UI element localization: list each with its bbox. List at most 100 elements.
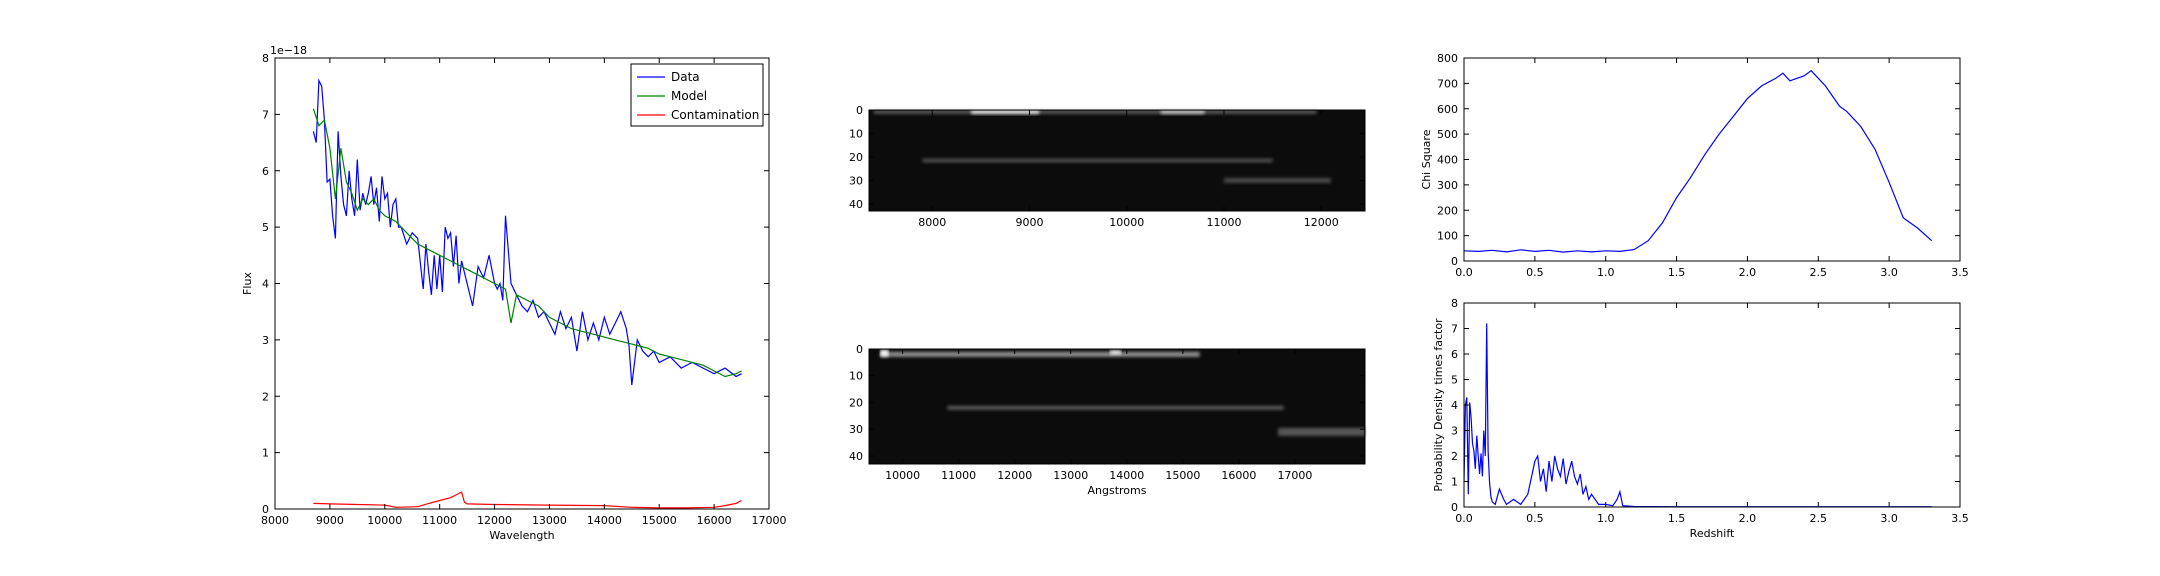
y-tick-label: 300 bbox=[1437, 179, 1458, 192]
y-tick-label: 7 bbox=[1451, 323, 1458, 336]
y-tick-label: 100 bbox=[1437, 230, 1458, 243]
spectral-trace bbox=[971, 109, 1040, 114]
y-tick-label: 0 bbox=[856, 343, 863, 356]
x-tick-label: 0.5 bbox=[1526, 266, 1544, 279]
x-tick-label: 10000 bbox=[1109, 216, 1144, 229]
y-tick-label: 30 bbox=[849, 423, 863, 436]
x-tick-label: 13000 bbox=[1053, 469, 1088, 482]
y-axis-label: Chi Square bbox=[1420, 129, 1433, 189]
x-axis-label: Angstroms bbox=[1088, 484, 1147, 497]
x-tick-label: 10000 bbox=[885, 469, 920, 482]
spectrum-2d-image-bottom: 10000 11000 12000 13000 14000 15000 16000 17000… bbox=[849, 343, 1366, 497]
legend-label: Model bbox=[671, 89, 707, 103]
x-tick-label: 1.5 bbox=[1668, 266, 1686, 279]
x-tick-label: 3.0 bbox=[1880, 512, 1898, 525]
y-tick-label: 6 bbox=[1451, 348, 1458, 361]
x-axis-label: Wavelength bbox=[489, 529, 554, 542]
spectral-trace bbox=[880, 349, 889, 357]
x-tick-label: 15000 bbox=[1165, 469, 1200, 482]
x-tick-label: 16000 bbox=[1221, 469, 1256, 482]
y-tick-label: 8 bbox=[262, 52, 269, 65]
y-tick-label: 1 bbox=[1451, 476, 1458, 489]
y-tick-label: 1 bbox=[262, 447, 269, 460]
x-tick-label: 2.5 bbox=[1810, 266, 1828, 279]
y-tick-label: 30 bbox=[849, 174, 863, 187]
spectral-trace bbox=[947, 405, 1284, 410]
y-tick-label: 40 bbox=[849, 450, 863, 463]
spectral-trace bbox=[922, 158, 1273, 163]
axes-frame bbox=[868, 348, 1366, 465]
x-tick-label: 9000 bbox=[1015, 216, 1043, 229]
spectral-trace bbox=[1223, 177, 1331, 183]
x-tick-label: 2.0 bbox=[1739, 266, 1757, 279]
x-tick-label: 2.5 bbox=[1810, 512, 1828, 525]
x-tick-label: 11000 bbox=[422, 514, 457, 527]
y-tick-label: 500 bbox=[1437, 128, 1458, 141]
x-tick-label: 12000 bbox=[997, 469, 1032, 482]
x-tick-label: 0.5 bbox=[1526, 512, 1544, 525]
y-tick-label: 8 bbox=[1451, 297, 1458, 310]
y-tick-label: 10 bbox=[849, 370, 863, 383]
axes-frame bbox=[1463, 302, 1961, 508]
x-axis-label: Redshift bbox=[1690, 527, 1735, 540]
y-tick-label: 4 bbox=[1451, 399, 1458, 412]
legend: Data Model Contamination bbox=[630, 63, 764, 127]
x-tick-label: 16000 bbox=[697, 514, 732, 527]
x-tick-label: 3.5 bbox=[1951, 266, 1969, 279]
y-tick-label: 10 bbox=[849, 127, 863, 140]
legend-label: Contamination bbox=[671, 108, 759, 122]
x-tick-label: 3.5 bbox=[1951, 512, 1969, 525]
series-line-model bbox=[312, 108, 742, 378]
x-tick-label: 3.0 bbox=[1880, 266, 1898, 279]
y-tick-label: 5 bbox=[1451, 374, 1458, 387]
x-tick-label: 10000 bbox=[367, 514, 402, 527]
y-tick-label: 6 bbox=[262, 165, 269, 178]
y-tick-label: 0 bbox=[856, 104, 863, 117]
x-tick-label: 9000 bbox=[316, 514, 344, 527]
y-tick-label: 400 bbox=[1437, 154, 1458, 167]
x-tick-label: 17000 bbox=[752, 514, 787, 527]
axes-frame bbox=[868, 109, 1366, 212]
y-tick-label: 600 bbox=[1437, 103, 1458, 116]
series-line-contamination bbox=[313, 491, 742, 509]
y-tick-label: 4 bbox=[262, 278, 269, 291]
y-tick-label: 3 bbox=[262, 334, 269, 347]
y-tick-label: 0 bbox=[1451, 501, 1458, 514]
x-tick-label: 14000 bbox=[1109, 469, 1144, 482]
x-tick-label: 17000 bbox=[1277, 469, 1312, 482]
spectral-trace bbox=[1109, 350, 1122, 355]
y-tick-label: 20 bbox=[849, 151, 863, 164]
series-line-0 bbox=[1464, 69, 1933, 253]
axes-frame bbox=[274, 57, 770, 510]
x-tick-label: 15000 bbox=[642, 514, 677, 527]
y-tick-label: 20 bbox=[849, 396, 863, 409]
y-tick-label: 2 bbox=[1451, 450, 1458, 463]
x-tick-label: 1.5 bbox=[1668, 512, 1686, 525]
spectral-trace bbox=[873, 109, 1317, 114]
probability-density-plot: 0.0 0.5 1.0 1.5 2.0 2.5 3.0 3.5 0 1 2 3 4 5 6 7 8 Redshif… bbox=[1432, 297, 1969, 540]
spectral-trace bbox=[880, 351, 1200, 357]
spectral-trace bbox=[1160, 109, 1205, 114]
chi-square-plot: 0.0 0.5 1.0 1.5 2.0 2.5 3.0 3.5 0 100 200 300 400 500… bbox=[1420, 52, 1969, 279]
y-axis-label: Flux bbox=[241, 272, 254, 295]
spectral-trace bbox=[1278, 427, 1365, 436]
legend-box bbox=[630, 63, 764, 127]
spectrum-2d-image-top: 8000 9000 10000 11000 12000 0 10 20 30 40 bbox=[849, 104, 1366, 229]
x-tick-label: 1.0 bbox=[1597, 512, 1615, 525]
series-line-0 bbox=[1464, 323, 1932, 507]
y-tick-label: 700 bbox=[1437, 77, 1458, 90]
y-tick-label: 0 bbox=[1451, 255, 1458, 268]
x-tick-label: 1.0 bbox=[1597, 266, 1615, 279]
y-tick-label: 200 bbox=[1437, 204, 1458, 217]
y-tick-label: 40 bbox=[849, 198, 863, 211]
x-tick-label: 0.0 bbox=[1455, 266, 1473, 279]
x-tick-label: 2.0 bbox=[1739, 512, 1757, 525]
x-tick-label: 12000 bbox=[477, 514, 512, 527]
x-tick-label: 11000 bbox=[941, 469, 976, 482]
x-tick-label: 11000 bbox=[1206, 216, 1241, 229]
x-tick-label: 0.0 bbox=[1455, 512, 1473, 525]
x-tick-label: 14000 bbox=[587, 514, 622, 527]
y-tick-label: 800 bbox=[1437, 52, 1458, 65]
x-tick-label: 13000 bbox=[532, 514, 567, 527]
